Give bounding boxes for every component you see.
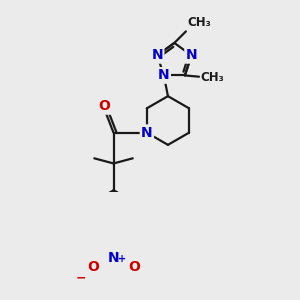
Text: −: − <box>76 271 87 284</box>
Text: CH₃: CH₃ <box>200 71 224 85</box>
Text: N: N <box>186 48 197 62</box>
Text: O: O <box>87 260 99 274</box>
Text: +: + <box>118 254 126 264</box>
Text: N: N <box>108 251 119 265</box>
Text: N: N <box>158 68 169 83</box>
Text: O: O <box>99 99 110 113</box>
Text: N: N <box>141 126 153 140</box>
Text: O: O <box>128 260 140 274</box>
Text: N: N <box>152 48 163 62</box>
Text: CH₃: CH₃ <box>187 16 211 29</box>
